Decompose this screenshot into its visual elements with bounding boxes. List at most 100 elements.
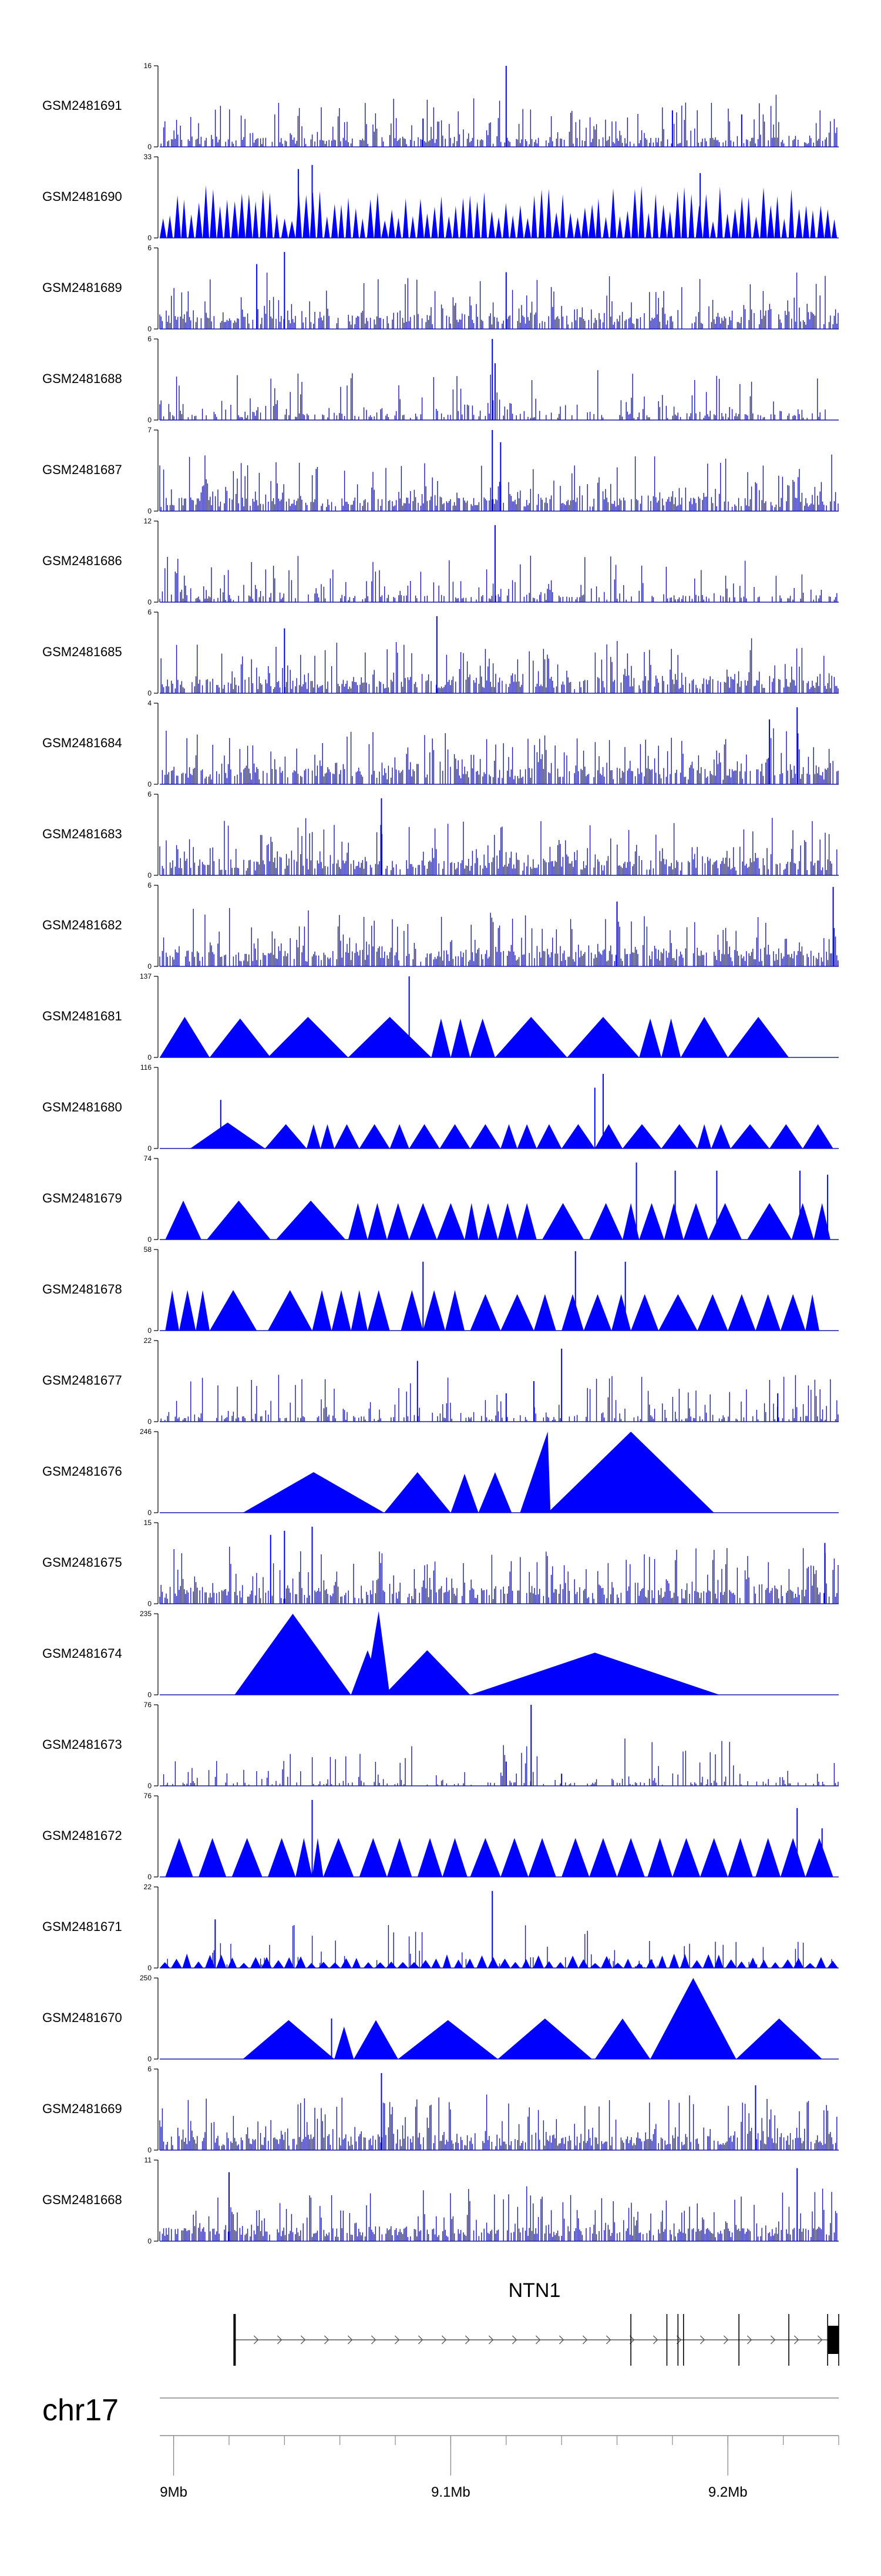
signal-triangle xyxy=(681,186,687,238)
signal-triangle xyxy=(748,1957,758,1968)
signal-triangle xyxy=(179,1290,196,1331)
signal-bars xyxy=(162,728,839,784)
signal-triangle xyxy=(728,1017,789,1057)
gene-end-exon xyxy=(828,2326,839,2354)
signal-triangle xyxy=(417,1838,443,1877)
signal-triangle xyxy=(246,194,253,238)
signal-triangle xyxy=(431,206,438,238)
signal-triangle xyxy=(401,1290,423,1331)
signal-triangle xyxy=(389,1124,409,1148)
y-tick-label-zero: 0 xyxy=(147,1053,152,1062)
signal-triangle xyxy=(667,211,673,238)
signal-triangle xyxy=(227,1957,237,1968)
signal-triangle xyxy=(517,1124,537,1148)
signal-triangle xyxy=(622,1124,662,1148)
signal-triangle xyxy=(375,1962,386,1968)
signal-triangle xyxy=(635,1963,644,1968)
signal-triangle xyxy=(231,1838,263,1877)
y-tick-label-zero: 0 xyxy=(147,780,152,788)
signal-triangle xyxy=(352,1957,361,1968)
signal-triangle xyxy=(533,1294,556,1331)
y-tick-label-zero: 0 xyxy=(147,1235,152,1244)
signal-triangle xyxy=(367,1203,387,1240)
signal-triangle xyxy=(561,1124,595,1148)
y-tick-label-zero: 0 xyxy=(147,1873,152,1881)
signal-triangle xyxy=(755,1838,781,1877)
signal-triangle xyxy=(669,1953,680,1968)
signal-triangle xyxy=(782,1959,793,1968)
signal-triangle xyxy=(589,1838,617,1877)
signal-triangle xyxy=(639,1018,662,1057)
signal-triangle xyxy=(639,1203,664,1240)
signal-triangle xyxy=(647,1838,672,1877)
signal-triangle xyxy=(470,1124,501,1148)
signal-triangle xyxy=(445,1290,465,1331)
signal-triangle xyxy=(497,2019,593,2059)
strand-arrow xyxy=(817,2335,823,2345)
signal-triangle xyxy=(646,1959,656,1968)
signal-triangle xyxy=(224,199,230,238)
signal-triangle xyxy=(711,1124,731,1148)
signal-triangle xyxy=(590,1963,601,1968)
signal-bars xyxy=(159,2094,838,2150)
y-tick-label-zero: 0 xyxy=(147,2055,152,2063)
signal-triangle xyxy=(354,2020,398,2059)
tracks-layer: GSM2481691160GSM2481690330GSM248168960GS… xyxy=(42,62,839,2245)
signal-triangle xyxy=(317,191,323,238)
y-tick-label-zero: 0 xyxy=(147,1782,152,1790)
signal-triangle xyxy=(745,197,752,238)
signal-bars xyxy=(159,454,839,511)
track-label: GSM2481683 xyxy=(42,827,122,841)
signal-triangle xyxy=(209,1290,257,1331)
signal-triangle xyxy=(816,1957,826,1968)
signal-triangle xyxy=(203,185,210,238)
signal-triangle xyxy=(312,1838,324,1877)
signal-triangle xyxy=(612,1963,624,1968)
strand-arrow xyxy=(465,2335,470,2345)
strand-arrow xyxy=(559,2335,564,2345)
signal-triangle xyxy=(318,1962,329,1968)
signal-triangle xyxy=(702,194,709,238)
signal-triangle xyxy=(438,196,445,238)
signal-triangle xyxy=(488,211,496,238)
signal-triangle xyxy=(352,208,359,238)
signal-triangle xyxy=(596,198,601,238)
signal-triangle xyxy=(408,1962,420,1968)
signal-triangle xyxy=(714,1954,724,1968)
chromosome-label: chr17 xyxy=(42,2393,119,2427)
signal-triangle xyxy=(688,193,694,238)
signal-triangle xyxy=(397,1962,409,1968)
signal-triangle xyxy=(624,210,631,238)
signal-triangle xyxy=(423,1290,445,1331)
signal-triangle xyxy=(431,1958,441,1968)
signal-triangle xyxy=(288,220,296,238)
signal-triangle xyxy=(702,1954,714,1968)
signal-triangle xyxy=(165,1200,201,1240)
track-GSM2481668: GSM2481668 11 0 xyxy=(42,2156,839,2245)
signal-triangle xyxy=(190,1122,265,1148)
signal-triangle xyxy=(680,1954,690,1968)
signal-triangle xyxy=(603,217,609,238)
signal-triangle xyxy=(567,213,574,238)
y-tick-label-zero: 0 xyxy=(147,1326,152,1335)
signal-triangle xyxy=(165,1838,193,1877)
signal-bars xyxy=(159,370,826,420)
signal-triangle xyxy=(250,1957,261,1968)
signal-triangle xyxy=(528,1838,556,1877)
signal-triangle xyxy=(234,1614,351,1695)
y-tick-label-max: 235 xyxy=(140,1610,152,1618)
signal-triangle xyxy=(398,2020,498,2059)
signal-triangle xyxy=(253,201,259,238)
signal-triangle xyxy=(167,215,173,238)
signal-triangle xyxy=(536,1124,562,1148)
signal-triangle xyxy=(660,204,667,238)
y-tick-label-zero: 0 xyxy=(147,2146,152,2154)
signal-triangle xyxy=(320,1124,335,1148)
axis-tick-label: 9.1Mb xyxy=(431,2484,470,2500)
y-tick-label-zero: 0 xyxy=(147,1418,152,1426)
signal-triangle xyxy=(402,198,409,238)
signal-triangle xyxy=(717,186,723,238)
strand-arrow xyxy=(747,2335,752,2345)
track-label: GSM2481690 xyxy=(42,189,122,204)
signal-triangle xyxy=(442,1954,452,1968)
